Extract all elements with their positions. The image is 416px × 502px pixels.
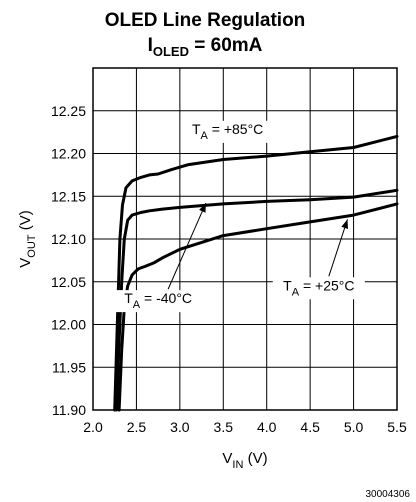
series-line-2 (115, 188, 399, 412)
series-layer (113, 134, 399, 412)
annotation-backing (272, 277, 365, 300)
x-tick-label: 3.0 (170, 419, 190, 435)
annotation-arrowhead (341, 219, 349, 229)
y-tick-label: 12.00 (51, 317, 86, 333)
annotation-label-1: TA = +85°C (192, 121, 263, 142)
x-tick-label: 4.0 (257, 419, 277, 435)
x-tick-label: 4.5 (300, 419, 320, 435)
y-tick-label: 12.25 (51, 103, 86, 119)
x-tick-label: 5.0 (344, 419, 364, 435)
y-tick-label: 12.15 (51, 188, 86, 204)
y-axis-label: VOUT (V) (17, 210, 38, 267)
x-axis-label: VIN (V) (222, 450, 267, 471)
annotation-backing (112, 290, 205, 313)
y-tick-label: 12.10 (51, 231, 86, 247)
chart-title: OLED Line Regulation (105, 10, 306, 31)
annotation-arrow-line (328, 219, 348, 277)
annotation-arrow-line (167, 202, 207, 290)
grid (93, 68, 397, 410)
y-tick-label: 11.95 (52, 359, 86, 375)
y-tick-label: 12.05 (51, 274, 86, 290)
y-tick-label: 12.20 (51, 146, 86, 162)
x-tick-label: 2.0 (83, 419, 103, 435)
x-tick-label: 3.5 (214, 419, 234, 435)
plot-frame (92, 67, 398, 411)
figure-id: 30004306 (366, 489, 411, 500)
y-tick-label: 11.90 (52, 402, 86, 418)
x-tick-label: 5.5 (387, 419, 407, 435)
chart-subtitle: IOLED = 60mA (148, 35, 263, 59)
annotation-label-2: TA = -40°C (124, 290, 192, 311)
series-line-1 (113, 134, 399, 412)
annotation-backing (181, 120, 274, 143)
x-tick-label: 2.5 (127, 419, 147, 435)
annotation-label-3: TA = +25°C (283, 277, 354, 298)
tick-labels: 2.0 2.5 3.0 3.5 4.0 4.5 5.0 5.5 11.90 11.95 12.00 1… (51, 103, 407, 435)
annotation-arrowhead (199, 203, 206, 213)
annotations: TA = +85°C TA = -40°C TA = +25°C (112, 120, 365, 313)
